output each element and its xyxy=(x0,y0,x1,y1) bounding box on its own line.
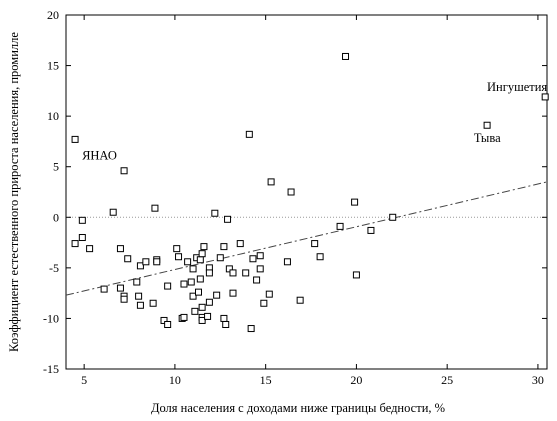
y-tick-label: 15 xyxy=(47,59,59,73)
data-point xyxy=(160,316,168,324)
data-point xyxy=(142,258,150,266)
y-tick-label: 10 xyxy=(47,109,59,123)
data-point xyxy=(205,269,213,277)
data-point xyxy=(204,312,212,320)
data-point xyxy=(196,256,204,264)
data-point xyxy=(245,130,253,138)
data-point xyxy=(173,245,181,253)
data-point xyxy=(229,269,237,277)
data-point xyxy=(78,234,86,242)
data-point xyxy=(224,215,232,223)
data-point xyxy=(184,258,192,266)
data-point xyxy=(220,314,228,322)
data-point xyxy=(124,255,132,263)
data-point xyxy=(71,240,79,248)
y-tick-label: -15 xyxy=(43,362,59,376)
data-point xyxy=(249,255,257,263)
data-point xyxy=(187,278,195,286)
data-point xyxy=(267,178,275,186)
data-point xyxy=(136,262,144,270)
data-point xyxy=(133,278,141,286)
x-tick-label: 5 xyxy=(81,373,87,387)
data-point xyxy=(153,258,161,266)
data-point xyxy=(283,258,291,266)
plot-frame xyxy=(65,14,548,370)
data-point xyxy=(260,299,268,307)
annotation-label: ЯНАО xyxy=(82,148,117,162)
data-point xyxy=(135,292,143,300)
data-point xyxy=(151,204,159,212)
trend-line xyxy=(65,181,548,296)
data-point xyxy=(247,325,255,333)
data-point xyxy=(191,307,199,315)
y-tick-label: -5 xyxy=(49,261,59,275)
data-point xyxy=(120,167,128,175)
data-point xyxy=(541,93,549,101)
x-tick-label: 15 xyxy=(260,373,272,387)
data-point xyxy=(136,301,144,309)
data-point xyxy=(198,303,206,311)
annotation-label: Ингушетия xyxy=(487,80,547,94)
data-point xyxy=(211,209,219,217)
x-tick-label: 10 xyxy=(169,373,181,387)
data-point xyxy=(116,284,124,292)
data-point xyxy=(351,198,359,206)
data-point xyxy=(175,253,183,261)
data-point xyxy=(242,269,250,277)
data-point xyxy=(196,275,204,283)
plot-area: -15 -10 -5 0 5 10 15 20 5 10 15 20 25 30 ЯНАО Ингушетия… xyxy=(43,8,549,387)
annotation-label: Тыва xyxy=(474,131,501,145)
y-tick-label: -10 xyxy=(43,311,59,325)
data-point xyxy=(256,252,264,260)
x-tick-label: 30 xyxy=(532,373,544,387)
data-point xyxy=(229,289,237,297)
data-point xyxy=(222,320,230,328)
data-point xyxy=(205,298,213,306)
x-tick-label: 20 xyxy=(350,373,362,387)
data-point xyxy=(225,265,233,273)
data-point xyxy=(86,245,94,253)
data-point xyxy=(389,213,397,221)
y-tick-label: 0 xyxy=(53,210,59,224)
data-point xyxy=(164,320,172,328)
data-point xyxy=(100,285,108,293)
data-point xyxy=(189,292,197,300)
data-point xyxy=(78,216,86,224)
data-point xyxy=(120,295,128,303)
data-point xyxy=(287,188,295,196)
data-point xyxy=(116,245,124,253)
data-point xyxy=(296,296,304,304)
data-point xyxy=(342,52,350,60)
data-point xyxy=(216,254,224,262)
data-point xyxy=(198,316,206,324)
data-point xyxy=(220,243,228,251)
y-tick-label: 20 xyxy=(47,8,59,22)
data-point xyxy=(253,276,261,284)
data-point xyxy=(483,121,491,129)
data-point xyxy=(316,253,324,261)
y-tick-label: 5 xyxy=(53,160,59,174)
data-point xyxy=(265,290,273,298)
data-point xyxy=(311,240,319,248)
data-point xyxy=(180,280,188,288)
data-point xyxy=(180,313,188,321)
data-point xyxy=(195,288,203,296)
data-point xyxy=(336,222,344,230)
data-point xyxy=(71,135,79,143)
data-point xyxy=(198,250,206,258)
x-tick-label: 25 xyxy=(441,373,453,387)
data-point xyxy=(236,240,244,248)
data-point xyxy=(200,243,208,251)
y-axis-label: Коэффициент естественного прироста насел… xyxy=(7,32,21,352)
data-point xyxy=(149,299,157,307)
data-point xyxy=(213,291,221,299)
data-point xyxy=(164,282,172,290)
data-point xyxy=(109,208,117,216)
data-point xyxy=(256,265,264,273)
data-point xyxy=(352,271,360,279)
data-point xyxy=(189,265,197,273)
x-axis-label: Доля населения с доходами ниже границы б… xyxy=(151,401,445,415)
data-point xyxy=(367,226,375,234)
